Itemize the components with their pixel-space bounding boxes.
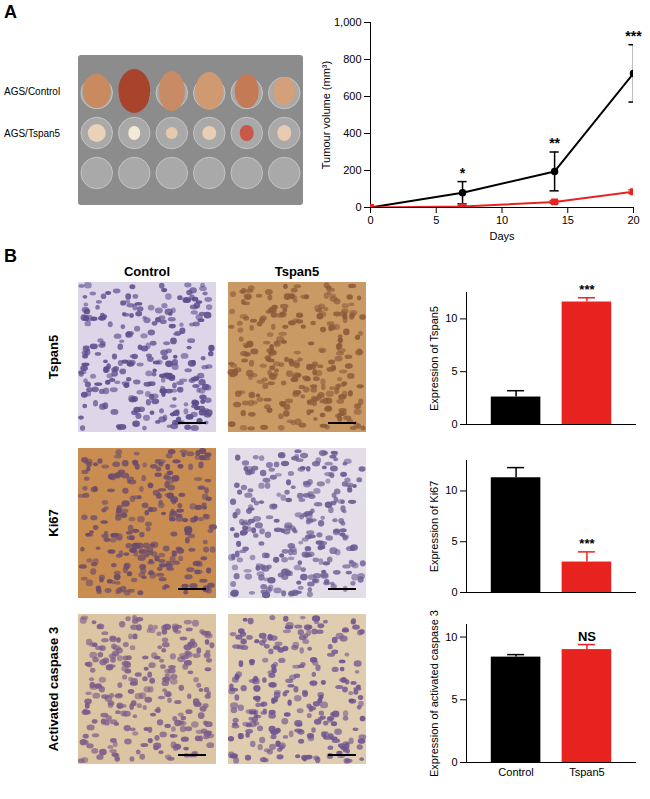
svg-text:10: 10 — [445, 484, 457, 496]
svg-text:10: 10 — [445, 312, 457, 324]
svg-text:***: *** — [625, 28, 642, 44]
svg-text:Activated caspase 3: Activated caspase 3 — [46, 627, 61, 751]
svg-text:5: 5 — [433, 214, 439, 226]
svg-text:800: 800 — [343, 53, 361, 65]
svg-text:5: 5 — [451, 365, 457, 377]
svg-text:10: 10 — [496, 214, 508, 226]
svg-text:0: 0 — [355, 201, 361, 213]
svg-text:***: *** — [579, 282, 595, 297]
svg-text:Tumour volume (mm³): Tumour volume (mm³) — [320, 61, 332, 169]
svg-text:AGS/Tspan5: AGS/Tspan5 — [4, 128, 61, 139]
svg-text:AGS/Control: AGS/Control — [4, 86, 60, 97]
svg-text:15: 15 — [562, 214, 574, 226]
svg-text:20: 20 — [627, 214, 639, 226]
svg-text:5: 5 — [451, 535, 457, 547]
svg-text:Expression of activated caspas: Expression of activated caspase 3 — [428, 610, 440, 777]
svg-text:1,000: 1,000 — [334, 16, 362, 28]
svg-text:400: 400 — [343, 127, 361, 139]
svg-text:600: 600 — [343, 90, 361, 102]
svg-text:Tspan5: Tspan5 — [46, 335, 61, 380]
svg-text:NS: NS — [578, 629, 596, 644]
svg-text:Expression of Ki67: Expression of Ki67 — [428, 481, 440, 573]
svg-text:***: *** — [579, 536, 595, 551]
svg-text:Ki67: Ki67 — [46, 509, 61, 536]
svg-text:Expression of Tspan5: Expression of Tspan5 — [428, 306, 440, 411]
svg-text:A: A — [4, 2, 17, 22]
svg-text:Control: Control — [498, 766, 533, 778]
svg-text:5: 5 — [451, 693, 457, 705]
svg-text:0: 0 — [451, 418, 457, 430]
svg-text:0: 0 — [451, 756, 457, 768]
svg-text:*: * — [460, 165, 466, 181]
svg-text:Tspan5: Tspan5 — [569, 766, 604, 778]
svg-text:**: ** — [549, 135, 560, 151]
svg-text:200: 200 — [343, 164, 361, 176]
svg-text:0: 0 — [367, 214, 373, 226]
svg-text:Tspan5: Tspan5 — [275, 264, 320, 279]
svg-text:0: 0 — [451, 586, 457, 598]
svg-text:10: 10 — [445, 631, 457, 643]
svg-text:Control: Control — [124, 264, 170, 279]
svg-text:B: B — [4, 246, 17, 266]
svg-text:Days: Days — [489, 230, 515, 242]
